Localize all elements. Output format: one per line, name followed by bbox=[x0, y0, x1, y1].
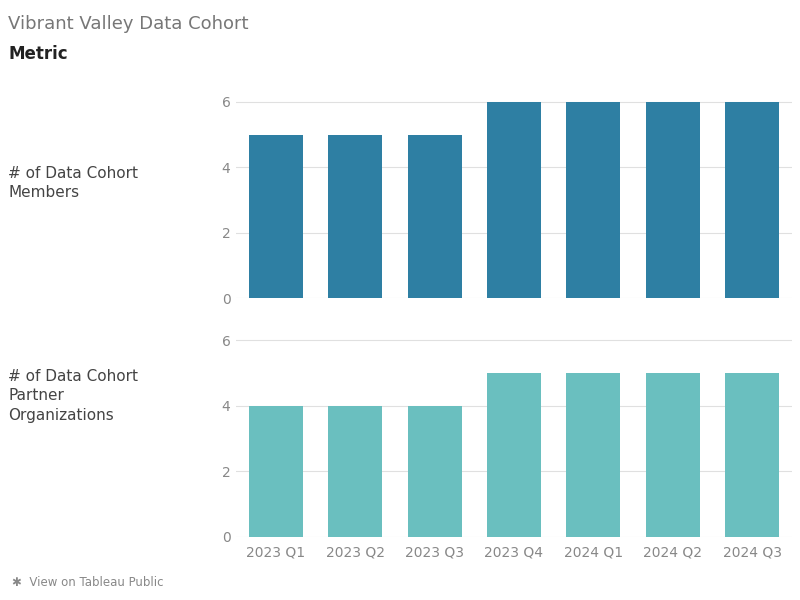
Bar bbox=[566, 102, 621, 298]
Bar bbox=[646, 373, 700, 537]
Bar bbox=[726, 373, 779, 537]
Bar bbox=[646, 102, 700, 298]
Bar bbox=[566, 373, 621, 537]
Bar bbox=[407, 406, 462, 537]
Bar bbox=[249, 406, 302, 537]
Bar bbox=[726, 102, 779, 298]
Bar bbox=[487, 373, 541, 537]
Text: # of Data Cohort
Partner
Organizations: # of Data Cohort Partner Organizations bbox=[8, 368, 138, 423]
Bar bbox=[328, 134, 382, 298]
Bar bbox=[249, 134, 302, 298]
Text: ✱  View on Tableau Public: ✱ View on Tableau Public bbox=[12, 576, 163, 589]
Bar bbox=[328, 406, 382, 537]
Text: # of Data Cohort
Members: # of Data Cohort Members bbox=[8, 166, 138, 200]
Bar bbox=[487, 102, 541, 298]
Bar bbox=[407, 134, 462, 298]
Text: Vibrant Valley Data Cohort: Vibrant Valley Data Cohort bbox=[8, 15, 249, 33]
Text: Metric: Metric bbox=[8, 45, 68, 63]
